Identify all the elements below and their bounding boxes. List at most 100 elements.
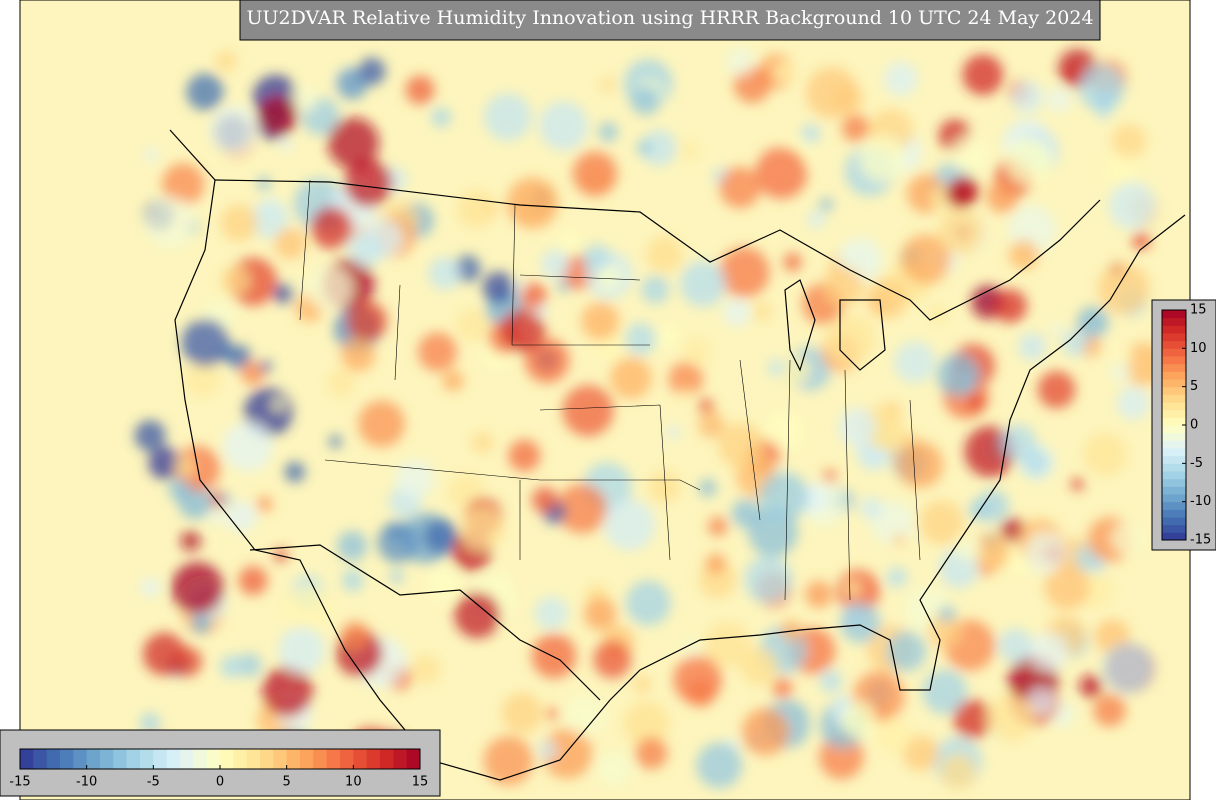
colorbar-segment xyxy=(86,749,101,769)
field-blob xyxy=(272,398,285,411)
field-blob xyxy=(144,196,197,249)
field-blob xyxy=(1108,181,1156,230)
colorbar-segment xyxy=(60,749,74,769)
field-blob xyxy=(668,361,704,397)
field-blob xyxy=(782,356,811,385)
field-blob xyxy=(819,197,834,212)
field-blob xyxy=(945,178,976,209)
field-blob xyxy=(600,77,615,93)
field-blob xyxy=(1110,362,1132,383)
field-blob xyxy=(633,675,651,693)
field-blob xyxy=(174,456,194,476)
colorbar-segment xyxy=(260,749,274,769)
field-blob xyxy=(344,159,393,208)
field-blob xyxy=(902,734,939,771)
field-blob xyxy=(283,585,333,635)
colorbar-segment xyxy=(380,749,394,769)
field-blob xyxy=(696,742,743,789)
field-blob xyxy=(208,508,226,527)
field-blob xyxy=(682,336,711,366)
colorbar: -15 -10 -5 0 5 10 15 xyxy=(1161,303,1211,548)
field-blob xyxy=(698,561,737,599)
field-blob xyxy=(557,483,607,534)
field-blob xyxy=(610,357,652,400)
colorbar-segment xyxy=(140,749,154,769)
field-blob xyxy=(922,669,968,715)
state-lines xyxy=(299,179,921,601)
colorbar-segment xyxy=(233,749,248,769)
field-blob xyxy=(346,301,387,342)
colorbar-segment xyxy=(126,749,141,769)
field-blob xyxy=(806,67,858,119)
field-blob xyxy=(927,612,964,649)
field-blob xyxy=(708,516,728,537)
field-blob xyxy=(986,180,1019,213)
colorbar-segment xyxy=(113,749,128,769)
field-blob xyxy=(603,499,655,551)
field-blob xyxy=(219,493,232,506)
field-blob xyxy=(1102,151,1140,190)
field-blob xyxy=(541,249,571,279)
colorbar-tick-label: 5 xyxy=(283,775,291,790)
field-blob xyxy=(755,146,808,199)
field-blob xyxy=(327,369,356,397)
field-blob xyxy=(220,265,250,295)
field-blob xyxy=(238,566,268,596)
field-blob xyxy=(223,421,273,472)
field-blob xyxy=(801,123,821,144)
field-blob xyxy=(459,506,505,551)
field-blob xyxy=(273,283,295,304)
colorbar-segment xyxy=(393,749,408,769)
field-blob xyxy=(538,101,588,151)
colorbar-segment xyxy=(153,749,168,769)
field-blob xyxy=(219,655,243,678)
field-blob xyxy=(1118,350,1133,364)
great-lakes xyxy=(784,279,886,372)
field-blob xyxy=(752,302,772,321)
field-blob xyxy=(1061,329,1089,357)
field-blob xyxy=(630,85,661,115)
colorbar-segment xyxy=(100,749,114,769)
field-blob xyxy=(719,166,761,209)
field-blob xyxy=(226,344,251,369)
colorbar: -15 -10 -5 0 5 10 15 xyxy=(9,748,429,790)
field-blob xyxy=(940,753,976,790)
field-blob xyxy=(966,392,985,412)
colorbar-segment xyxy=(1162,432,1186,441)
field-blob xyxy=(698,411,725,439)
field-blob xyxy=(646,236,684,274)
field-blob xyxy=(144,148,158,162)
colorbar-tick-label: 15 xyxy=(412,775,429,790)
field-blob xyxy=(956,537,982,562)
field-blob xyxy=(395,459,435,499)
colorbar-tick-label: 0 xyxy=(216,775,224,790)
field-blob xyxy=(744,555,793,604)
colorbar-segment xyxy=(1162,325,1186,334)
field-blob xyxy=(677,139,700,162)
field-blob xyxy=(896,441,944,488)
field-blob xyxy=(456,189,496,229)
colorbar-segment xyxy=(33,749,48,769)
field-blob xyxy=(666,425,681,439)
field-blob xyxy=(953,699,993,739)
colorbar-segment xyxy=(1162,417,1186,426)
field-blob xyxy=(673,655,723,705)
field-blob xyxy=(699,479,717,497)
us-mexico-border xyxy=(249,544,601,701)
colorbar-segment xyxy=(313,749,328,769)
field-blob xyxy=(1049,322,1063,336)
field-blob xyxy=(237,652,262,678)
field-blob xyxy=(875,717,913,755)
colorbar-tick-label: 10 xyxy=(1190,341,1207,356)
field-blob xyxy=(723,298,751,327)
colorbar-tick-label: -5 xyxy=(147,775,160,790)
colorbar-segment xyxy=(1162,494,1186,503)
field-blob xyxy=(349,232,384,267)
colorbar-segment xyxy=(1162,440,1186,449)
field-blob xyxy=(704,621,751,668)
colorbar-segment xyxy=(1162,448,1186,457)
field-blob xyxy=(841,114,870,142)
field-blob xyxy=(582,244,611,273)
field-blob xyxy=(636,140,653,156)
field-blob xyxy=(840,602,881,644)
